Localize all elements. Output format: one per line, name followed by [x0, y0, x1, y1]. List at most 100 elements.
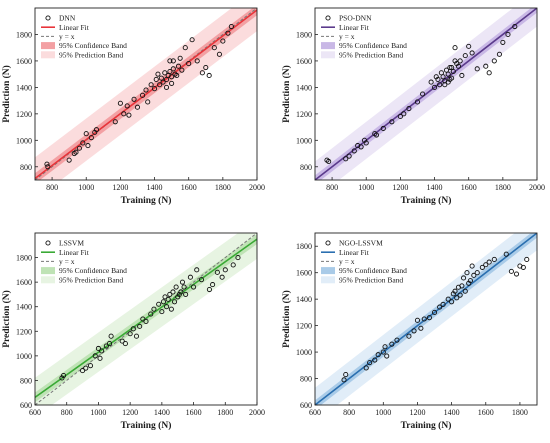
data-point-33 [455, 63, 461, 69]
data-point-17 [131, 96, 137, 102]
data-point-23 [452, 288, 458, 294]
data-point-26 [157, 82, 163, 88]
data-point-34 [471, 272, 477, 278]
legend-label: y = x [59, 257, 75, 266]
y-tick-label: 1400 [16, 303, 32, 312]
data-point-39 [491, 256, 497, 263]
data-point-1 [60, 372, 67, 379]
data-point-10 [394, 337, 400, 343]
data-point-41 [194, 267, 200, 273]
data-point-1 [45, 164, 51, 170]
data-point-3 [346, 153, 352, 159]
data-point-3 [83, 365, 89, 371]
data-point-27 [445, 71, 451, 77]
data-point-49 [449, 64, 455, 71]
legend-label: LSSVM [59, 239, 84, 248]
data-point-1 [326, 158, 332, 165]
x-tick-label: 1600 [181, 183, 197, 192]
data-point-5 [92, 353, 98, 359]
x-tick-label: 1400 [427, 183, 443, 192]
plot-frame [34, 7, 258, 181]
plot-frame [34, 232, 258, 406]
x-tick-label: 1000 [78, 183, 94, 192]
data-point-36 [174, 72, 180, 79]
legend-label: 95% Confidence Band [59, 41, 127, 50]
data-point-36 [462, 53, 468, 59]
x-tick-label: 1400 [147, 183, 163, 192]
x-tick-label: 1400 [154, 408, 170, 417]
y-tick-label: 1000 [296, 348, 312, 357]
x-tick-label: 1200 [122, 408, 138, 417]
data-point-40 [182, 45, 188, 51]
data-point-43 [496, 51, 502, 57]
legend-marker-points [325, 15, 331, 21]
data-point-32 [167, 68, 173, 75]
data-point-47 [222, 267, 228, 273]
data-point-16 [126, 112, 132, 118]
data-point-37 [175, 63, 181, 69]
data-point-6 [95, 345, 101, 352]
data-point-53 [163, 84, 170, 90]
legend-label: 95% Confidence Band [59, 266, 127, 275]
data-point-6 [80, 140, 86, 146]
x-tick-label: 1000 [358, 183, 374, 192]
data-point-12 [389, 119, 395, 125]
panel-lssvm: 600 800 1000 1200 1400 1600 1800 2000 600 800 1000… [1, 232, 265, 431]
data-point-36 [479, 264, 485, 270]
data-point-7 [83, 131, 89, 137]
legend-label: Linear Fit [339, 23, 370, 32]
data-point-3 [367, 360, 373, 366]
data-point-4 [73, 149, 79, 155]
panel-ngo-lssvm: 600 800 1000 1200 1400 1600 1800 600 800 1000 1200… [281, 232, 538, 431]
data-point-27 [459, 283, 465, 289]
data-point-54 [167, 58, 173, 64]
y-tick-label: 1200 [296, 110, 312, 119]
data-point-37 [466, 43, 472, 49]
data-point-35 [459, 72, 465, 79]
data-point-17 [137, 323, 143, 329]
data-point-40 [191, 284, 197, 290]
data-point-2 [363, 365, 369, 371]
data-point-18 [140, 316, 146, 322]
y-tick-label: 1200 [296, 322, 312, 331]
panel-dnn: 800 1000 1200 1400 1600 1800 2000 800 1000 1200 14… [1, 7, 265, 206]
y-axis-title: Prediction (N) [1, 65, 12, 123]
data-point-30 [170, 289, 176, 295]
y-tick-label: 1600 [296, 269, 312, 278]
data-point-52 [169, 80, 175, 86]
x-tick-label: 1000 [90, 408, 106, 417]
data-point-41 [508, 268, 514, 274]
y-tick-label: 1000 [16, 136, 32, 145]
y-tick-label: 1800 [296, 30, 312, 39]
data-point-33 [469, 263, 475, 269]
data-point-44 [520, 264, 526, 270]
x-tick-label: 600 [309, 408, 321, 417]
data-point-17 [420, 91, 426, 97]
data-point-21 [145, 99, 151, 105]
data-point-36 [179, 279, 186, 285]
data-point-34 [457, 58, 463, 64]
y-tick-label: 1600 [16, 57, 32, 66]
data-point-46 [219, 274, 225, 280]
data-point-1 [343, 372, 349, 378]
x-tick-label: 800 [61, 408, 73, 417]
data-point-31 [171, 299, 178, 305]
legend-label: 95% Prediction Band [339, 275, 403, 284]
legend-label: PSO-DNN [339, 14, 372, 23]
data-point-39 [179, 67, 185, 73]
data-point-16 [426, 315, 432, 321]
data-point-33 [169, 74, 175, 80]
y-tick-label: 1400 [16, 83, 32, 92]
data-point-27 [165, 296, 171, 302]
x-tick-label: 1800 [217, 408, 233, 417]
data-point-43 [194, 58, 200, 64]
data-point-8 [99, 348, 105, 354]
y-axis-title: Prediction (N) [281, 65, 292, 123]
data-point-5 [375, 352, 381, 358]
legend-label: y = x [59, 32, 75, 41]
data-point-55 [170, 58, 176, 64]
data-point-2 [343, 156, 349, 162]
y-axis-title: Prediction (N) [1, 290, 12, 348]
